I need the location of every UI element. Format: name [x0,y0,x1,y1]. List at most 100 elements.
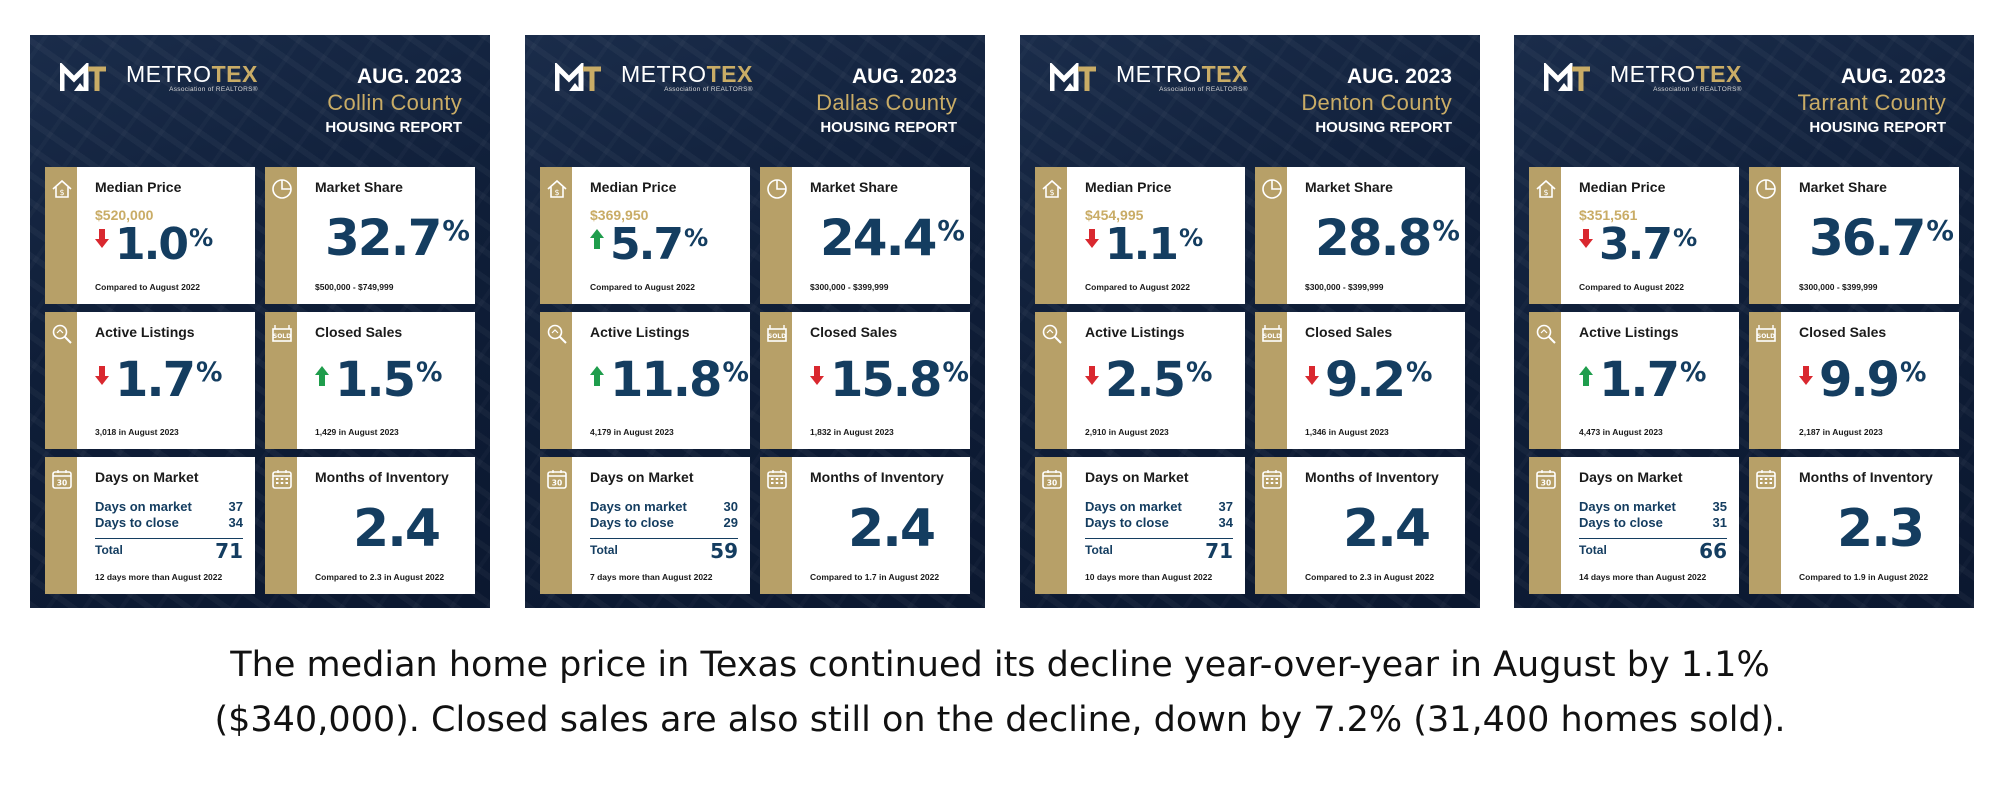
divider [1579,538,1727,539]
card-title: Months of Inventory [315,469,449,485]
median-price-note: Compared to August 2022 [1085,282,1191,292]
caption-line-1: The median home price in Texas continued… [230,645,1770,685]
arrow-up-icon [315,366,329,386]
days-on-market-card: 30 Days on Market Days on market 37 Days to … [45,457,255,594]
card-strip [1529,167,1561,304]
report-county: Dallas County [816,90,957,115]
days-on-market-label: Days on market [1085,499,1182,514]
card-title: Active Listings [590,324,690,340]
total-label: Total [590,543,618,557]
days-on-market-label: Days on market [590,499,687,514]
housing-report-panel: METROTEX Association of REALTORS® AUG. 202… [1514,35,1974,608]
days-to-close-label: Days to close [1579,515,1663,530]
arrow-down-icon [1085,366,1099,386]
calendar-30-icon: 30 [1534,467,1558,491]
logo-name-metro: METRO [1610,61,1696,87]
active-listings-change: 1.7% [1599,352,1707,408]
report-date: AUG. 2023 [1346,65,1452,88]
pie-chart-icon [270,177,294,201]
report-header: AUG. 2023 Tarrant County HOUSING REPORT [1798,65,1947,139]
card-title: Market Share [1799,179,1887,195]
card-title: Median Price [1085,179,1172,195]
arrow-up-icon [590,366,604,386]
closed-sales-change: 15.8% [830,352,969,408]
median-price-change: 1.0% [115,219,214,270]
pie-chart-icon [1260,177,1284,201]
logo-name-metro: METRO [126,61,212,87]
median-price-change: 3.7% [1599,219,1698,270]
card-title: Closed Sales [1799,324,1887,340]
card-title: Market Share [1305,179,1393,195]
market-share-value: 24.4% [820,209,965,267]
market-share-note: $300,000 - $399,999 [1799,282,1878,292]
report-header: AUG. 2023 Denton County HOUSING REPORT [1301,65,1452,139]
market-share-note: $300,000 - $399,999 [810,282,889,292]
sold-sign-icon: SOLD [1754,322,1778,346]
active-listings-note: 3,018 in August 2023 [95,427,179,437]
median-price-note: Compared to August 2022 [1579,282,1685,292]
active-listings-note: 2,910 in August 2023 [1085,427,1169,437]
closed-sales-note: 1,346 in August 2023 [1305,427,1389,437]
days-to-close-value: 29 [723,515,738,530]
arrow-down-icon [1305,366,1319,386]
report-date: AUG. 2023 [356,65,462,88]
market-share-note: $500,000 - $749,999 [315,282,394,292]
active-listings-change: 1.7% [115,352,223,408]
card-strip [45,167,77,304]
card-strip [1529,312,1561,449]
months-of-inventory-card: Months of Inventory 2.4 Compared to 1.7 in… [760,457,970,594]
closed-sales-change: 1.5% [335,352,443,408]
metrotex-logo-mark-icon [555,63,615,93]
card-title: Days on Market [95,469,199,485]
logo-name-tex: TEX [1695,61,1742,87]
market-share-card: Market Share 24.4% $300,000 - $399,999 [760,167,970,304]
report-county: Collin County [327,90,462,115]
active-listings-note: 4,179 in August 2023 [590,427,674,437]
days-on-market-note: 7 days more than August 2022 [590,572,713,582]
market-share-card: Market Share 28.8% $300,000 - $399,999 [1255,167,1465,304]
card-strip [540,312,572,449]
logo-name-tex: TEX [706,61,753,87]
arrow-down-icon [95,229,109,249]
report-county: Denton County [1301,90,1452,115]
median-price-value: $454,995 [1085,207,1144,223]
months-of-inventory-card: Months of Inventory 2.3 Compared to 1.9 in… [1749,457,1959,594]
total-value: 71 [1205,539,1233,563]
median-price-note: Compared to August 2022 [95,282,201,292]
card-title: Market Share [315,179,403,195]
card-title: Closed Sales [315,324,403,340]
closed-sales-note: 2,187 in August 2023 [1799,427,1883,437]
market-share-value: 36.7% [1809,209,1954,267]
days-to-close-row: Days to close 31 [1579,515,1727,530]
median-price-change: 1.1% [1105,219,1204,270]
card-title: Median Price [590,179,677,195]
market-share-note: $300,000 - $399,999 [1305,282,1384,292]
logo-name-tex: TEX [211,61,258,87]
report-label: HOUSING REPORT [820,119,957,136]
total-value: 66 [1699,539,1727,563]
market-share-value: 28.8% [1315,209,1460,267]
total-value: 59 [710,539,738,563]
card-title: Months of Inventory [810,469,944,485]
days-on-market-row: Days on market 37 [1085,499,1233,514]
days-on-market-card: 30 Days on Market Days on market 35 Days to … [1529,457,1739,594]
active-listings-card: Active Listings 11.8% 4,179 in August 2023 [540,312,750,449]
house-dollar-icon: $ [50,177,74,201]
metrotex-logo: METROTEX Association of REALTORS® [1544,61,1742,95]
card-title: Days on Market [1579,469,1683,485]
logo-subtitle: Association of REALTORS® [664,86,753,93]
days-to-close-label: Days to close [1085,515,1169,530]
active-listings-card: Active Listings 1.7% 4,473 in August 2023 [1529,312,1739,449]
total-label: Total [1085,543,1113,557]
days-to-close-value: 34 [228,515,243,530]
months-of-inventory-value: 2.4 [1343,499,1431,559]
svg-text:30: 30 [1047,479,1057,488]
median-price-value: $351,561 [1579,207,1638,223]
search-house-icon [1534,322,1558,346]
market-share-card: Market Share 36.7% $300,000 - $399,999 [1749,167,1959,304]
sold-sign-icon: SOLD [270,322,294,346]
svg-text:30: 30 [57,479,67,488]
months-of-inventory-note: Compared to 2.3 in August 2022 [315,572,445,582]
caption-line-2: ($340,000). Closed sales are also still … [214,700,1786,740]
house-dollar-icon: $ [1534,177,1558,201]
